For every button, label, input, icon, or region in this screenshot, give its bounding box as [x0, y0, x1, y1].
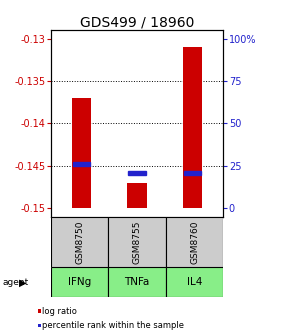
- Bar: [72, 98, 91, 208]
- Text: ▶: ▶: [19, 278, 26, 288]
- Bar: [166, 217, 223, 267]
- Bar: [184, 171, 202, 175]
- Bar: [108, 217, 166, 267]
- Bar: [183, 47, 202, 208]
- Bar: [72, 162, 90, 166]
- Bar: [51, 267, 108, 297]
- Text: percentile rank within the sample: percentile rank within the sample: [42, 322, 184, 330]
- Bar: [108, 267, 166, 297]
- Text: GSM8750: GSM8750: [75, 220, 84, 264]
- Bar: [166, 267, 223, 297]
- Text: log ratio: log ratio: [42, 307, 77, 316]
- Text: agent: agent: [3, 279, 29, 287]
- Bar: [127, 183, 147, 208]
- Bar: [128, 171, 146, 175]
- Text: GSM8760: GSM8760: [190, 220, 199, 264]
- Text: IL4: IL4: [187, 277, 202, 287]
- Title: GDS499 / 18960: GDS499 / 18960: [80, 15, 194, 29]
- Text: GSM8755: GSM8755: [133, 220, 142, 264]
- Text: TNFa: TNFa: [124, 277, 150, 287]
- Bar: [51, 217, 108, 267]
- Text: IFNg: IFNg: [68, 277, 91, 287]
